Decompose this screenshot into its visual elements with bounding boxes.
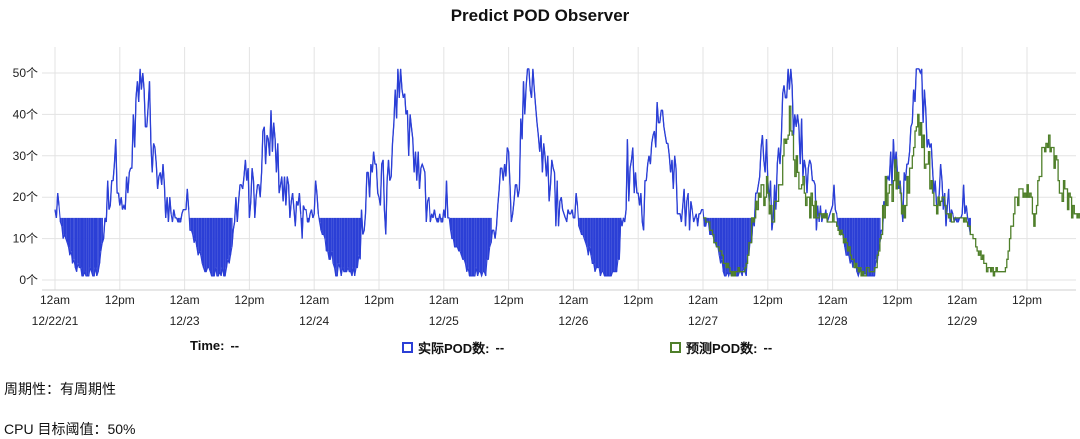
x-tick-label: 12am [299,293,329,307]
legend-actual[interactable]: 实际POD数: -- [402,338,504,357]
cpu-target-text: CPU 目标阈值：50% [4,421,136,437]
x-tick-label: 12pm [364,293,394,307]
legend-predicted[interactable]: 预测POD数: -- [670,338,772,357]
chart-axes: 0个 10个 20个 30个 40个 50个 12am 12/22/21 12pm 12am 12/… [13,66,1076,328]
y-tick-label: 50个 [13,66,38,80]
x-tick-label: 12pm [882,293,912,307]
legend-predicted-swatch [670,342,681,353]
x-tick-label: 12am [429,293,459,307]
y-tick-label: 10个 [13,232,38,246]
legend-actual-label: 实际POD数: [418,341,490,356]
x-tick-date: 12/29 [947,314,977,328]
x-tick-date: 12/22/21 [32,314,79,328]
legend-actual-swatch [402,342,413,353]
x-tick-label: 12pm [105,293,135,307]
x-tick-date: 12/26 [558,314,588,328]
x-tick-label: 12pm [753,293,783,307]
legend-time-label: Time: [190,338,225,353]
legend-time-value: -- [230,338,240,353]
legend-time: Time: -- [190,338,239,353]
pod-line-chart[interactable]: 0个 10个 20个 30个 40个 50个 12am 12/22/21 12pm 12am 12/… [0,0,1080,335]
actual-line [54,68,971,278]
series-actual-pods [54,68,971,278]
series-predicted-pods [703,105,1080,277]
y-tick-label: 40个 [13,107,38,121]
chart-grid [42,47,1076,290]
x-tick-label: 12pm [494,293,524,307]
periodicity-text: 周期性：有周期性 [4,381,116,397]
x-tick-label: 12pm [623,293,653,307]
chart-title: Predict POD Observer [450,6,630,25]
x-tick-label: 12pm [234,293,264,307]
x-tick-label: 12am [558,293,588,307]
x-tick-label: 12am [170,293,200,307]
y-tick-label: 0个 [19,273,38,287]
legend-actual-value: -- [495,340,505,355]
x-tick-label: 12am [818,293,848,307]
legend-predicted-value: -- [763,340,773,355]
x-tick-date: 12/23 [170,314,200,328]
x-tick-label: 12pm [1012,293,1042,307]
x-tick-date: 12/28 [818,314,848,328]
legend-predicted-label: 预测POD数: [686,341,758,356]
x-tick-date: 12/27 [688,314,718,328]
x-tick-label: 12am [947,293,977,307]
x-tick-date: 12/25 [429,314,459,328]
x-tick-date: 12/24 [299,314,329,328]
y-tick-label: 20个 [13,190,38,204]
x-tick-label: 12am [688,293,718,307]
predicted-line [703,105,1080,277]
x-tick-label: 12am [40,293,70,307]
y-tick-label: 30个 [13,149,38,163]
